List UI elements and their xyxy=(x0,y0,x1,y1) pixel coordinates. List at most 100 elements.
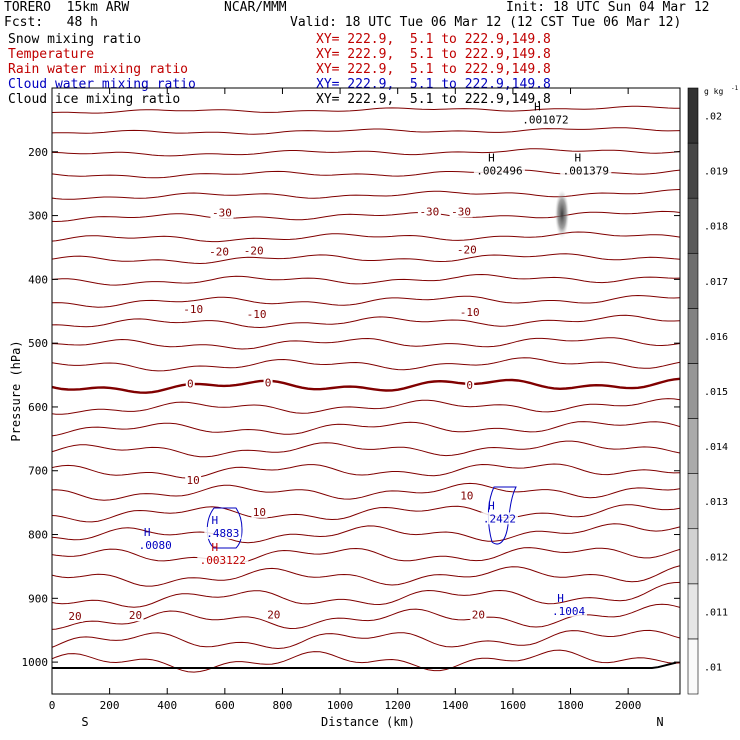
field-xy-temperature: XY= 222.9, 5.1 to 222.9,149.8 xyxy=(316,47,551,62)
isotherm-line xyxy=(52,523,680,544)
colorbar-tick-label: .012 xyxy=(704,552,728,563)
isotherm-line xyxy=(52,421,680,437)
field-name-rain: Rain water mixing ratio xyxy=(8,62,189,77)
temperature-label: 0 xyxy=(187,378,194,391)
temperature-label: -10 xyxy=(460,306,480,319)
x-axis-label: Distance (km) xyxy=(321,715,415,729)
temperature-label: 10 xyxy=(187,474,200,487)
maximum-marker: H xyxy=(488,499,495,512)
colorbar-cell xyxy=(687,197,699,254)
temperature-label-bg xyxy=(458,489,475,502)
maximum-marker: H xyxy=(488,152,495,165)
x-tick-label: 1800 xyxy=(557,699,584,712)
temperature-label-bg xyxy=(455,243,479,256)
colorbar-cell xyxy=(687,583,699,640)
y-tick-label: 1000 xyxy=(22,656,49,669)
temperature-label-bg xyxy=(207,245,231,258)
x-tick-label: 400 xyxy=(157,699,177,712)
maximum-label-bg xyxy=(136,539,174,552)
temperature-label-bg xyxy=(127,609,144,622)
x-tick-label: 800 xyxy=(273,699,293,712)
x-axis-end-north: N xyxy=(656,715,663,729)
isotherm-line xyxy=(52,440,680,458)
field-name-temperature: Temperature xyxy=(8,47,95,62)
isotherm-line xyxy=(52,649,680,673)
temperature-label-bg xyxy=(181,302,205,315)
temperature-label: -30 xyxy=(212,207,232,220)
maximum-value: .003122 xyxy=(200,554,246,567)
x-tick-label: 1000 xyxy=(327,699,354,712)
maximum-marker: H xyxy=(557,592,564,605)
maximum-label-bg xyxy=(473,164,525,177)
maximum-marker: H xyxy=(534,101,541,114)
y-tick-label: 200 xyxy=(28,146,48,159)
temperature-label-bg xyxy=(417,205,441,218)
temperature-label: 20 xyxy=(129,609,142,622)
temperature-label-bg xyxy=(242,244,266,257)
colorbar-cell xyxy=(687,638,699,695)
isotherm-line xyxy=(52,210,680,223)
isotherm-line xyxy=(52,504,680,523)
maxima-labels: H.0080H.4883H.003122H.2422H.1004H.002496… xyxy=(136,101,612,618)
isotherm-line xyxy=(52,629,680,650)
isotherm-line xyxy=(52,377,680,394)
colorbar-unit: g kg xyxy=(704,87,723,96)
y-tick-label: 600 xyxy=(28,401,48,414)
isotherm-line xyxy=(52,253,680,265)
colorbar-cell xyxy=(687,252,699,309)
colorbar-tick-label: .014 xyxy=(704,442,728,453)
isotherm-line xyxy=(52,148,680,157)
isotherm-line xyxy=(52,463,680,479)
x-tick-label: 1200 xyxy=(384,699,411,712)
colorbar-tick-label: .011 xyxy=(704,607,728,618)
forecast-hour: Fcst: 48 h xyxy=(4,15,98,30)
temperature-label-bg xyxy=(465,378,475,391)
maximum-value: .4883 xyxy=(206,527,239,540)
temperature-labels: -30 -30 -30 -20 -20 -20 -10 -10 -10 0 0 0 10 10 10 20 20… xyxy=(67,205,487,623)
temperature-label: 10 xyxy=(460,489,473,502)
colorbar-cell xyxy=(687,418,699,474)
maximum-marker: H xyxy=(575,152,582,165)
colorbar-tick-label: .015 xyxy=(704,387,728,398)
temperature-label: -20 xyxy=(457,244,477,257)
colorbar-tick-label: .016 xyxy=(704,332,728,343)
maximum-marker: H xyxy=(144,526,151,539)
temperature-label-bg xyxy=(470,608,487,621)
init-time: Init: 18 UTC Sun 04 Mar 12 xyxy=(506,0,710,15)
field-xy-cloud-ice: XY= 222.9, 5.1 to 222.9,149.8 xyxy=(316,92,551,107)
maximum-label-bg xyxy=(204,526,242,539)
plot-frame xyxy=(51,87,681,695)
temperature-label: 0 xyxy=(265,376,272,389)
temperature-label: 20 xyxy=(472,609,485,622)
temperature-label-bg xyxy=(185,473,202,486)
isotherm-line xyxy=(52,127,680,135)
isotherm-line xyxy=(52,482,680,501)
temperature-label: -30 xyxy=(451,205,471,218)
isotherm-line xyxy=(52,294,680,308)
isotherm-line xyxy=(52,189,680,200)
maximum-value: .001072 xyxy=(522,114,568,127)
maximum-label-bg xyxy=(550,604,588,617)
valid-time: Valid: 18 UTC Tue 06 Mar 12 (12 CST Tue … xyxy=(290,15,682,30)
y-tick-label: 300 xyxy=(28,210,48,223)
x-tick-label: 0 xyxy=(49,699,56,712)
isotherm-line xyxy=(52,547,680,564)
y-tick-label: 400 xyxy=(28,273,48,286)
isotherm-line xyxy=(52,105,680,114)
isotherm-line xyxy=(52,565,680,587)
temperature-label: 10 xyxy=(253,506,266,519)
maximum-label-bg xyxy=(197,553,249,566)
field-name-snow: Snow mixing ratio xyxy=(8,32,142,47)
colorbar-tick-label: .02 xyxy=(704,112,722,123)
x-tick-label: 1400 xyxy=(442,699,469,712)
temperature-label-bg xyxy=(449,205,473,218)
colorbar-tick-label: .013 xyxy=(704,497,728,508)
y-tick-label: 500 xyxy=(28,337,48,350)
colorbar-unit-exponent: -1 xyxy=(731,85,739,92)
isotherm-line xyxy=(52,398,680,415)
colorbar-cell xyxy=(687,142,699,199)
colorbar: .01 .011 .012 .013 .014 .015 .016 .017 .018 .019.… xyxy=(687,85,739,695)
x-tick-label: 600 xyxy=(215,699,235,712)
organization-label: NCAR/MMM xyxy=(224,0,287,15)
